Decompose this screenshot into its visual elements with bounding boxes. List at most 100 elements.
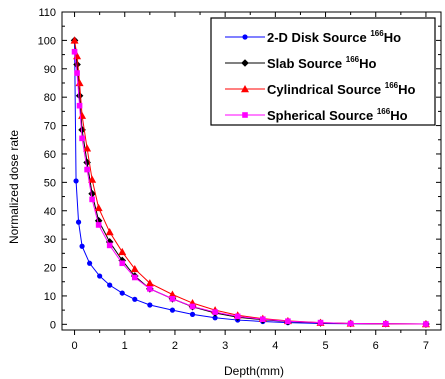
data-point (76, 102, 83, 109)
x-tick-label: 3 (222, 340, 228, 352)
data-point (168, 290, 177, 298)
legend-item: Slab Source 166Ho (225, 55, 376, 71)
data-point (70, 36, 79, 44)
legend-name: Cylindrical Source (267, 82, 385, 97)
data-point (259, 316, 266, 323)
data-point (347, 320, 354, 327)
data-point (94, 203, 103, 212)
data-point (75, 91, 84, 100)
axes: 0 10 20 30 40 50 60 70 80 90 100 110 0 1 2 3 4 5 6 7 (38, 7, 441, 352)
data-point (79, 135, 85, 142)
y-tick-label: 30 (44, 234, 56, 246)
legend-marker (241, 85, 249, 93)
data-point (119, 260, 126, 267)
data-point (75, 219, 82, 225)
y-axis-title: Normalized dose rate (7, 130, 21, 244)
legend-label: Cylindrical Source 166Ho (267, 81, 416, 97)
data-point (107, 282, 113, 288)
legend-marker (242, 34, 248, 40)
data-point (89, 196, 95, 203)
data-point (130, 264, 139, 273)
data-point (74, 70, 80, 76)
legend-isotope: Ho (384, 30, 401, 45)
legend-label: 2-D Disk Source 166Ho (267, 29, 401, 45)
series-group (70, 36, 430, 328)
x-tick-label: 7 (423, 340, 429, 352)
data-point (189, 303, 196, 310)
legend-label: Spherical Source 166Ho (267, 107, 408, 123)
legend-item: Cylindrical Source 166Ho (225, 81, 416, 97)
data-point (73, 178, 79, 184)
legend-superscript: 166 (346, 55, 360, 64)
legend-superscript: 166 (385, 81, 399, 90)
y-tick-label: 90 (44, 64, 56, 76)
legend-name: 2-D Disk Source (267, 30, 370, 45)
y-tick-label: 110 (38, 7, 56, 19)
plot-area (61, 11, 442, 331)
legend-isotope: Ho (398, 82, 415, 97)
legend-superscript: 166 (370, 29, 384, 38)
data-point (212, 315, 218, 321)
data-point (87, 260, 93, 266)
y-tick-label: 20 (44, 263, 56, 275)
data-point (119, 290, 125, 296)
data-point (106, 242, 113, 249)
y-tick-label: 40 (44, 206, 56, 218)
data-point (71, 48, 78, 55)
y-tick-label: 60 (44, 149, 56, 161)
legend-superscript: 166 (377, 107, 391, 116)
legend-name: Spherical Source (267, 108, 377, 123)
data-point (97, 273, 103, 279)
y-tick-label: 10 (44, 291, 56, 303)
data-point (84, 166, 90, 173)
series-line (74, 40, 426, 325)
data-point (147, 302, 153, 308)
y-tick-label: 70 (44, 121, 56, 133)
legend-item: Spherical Source 166Ho (225, 107, 408, 123)
data-point (145, 279, 154, 287)
x-tick-label: 4 (272, 340, 278, 352)
legend-name: Slab Source (267, 56, 346, 71)
legend-label: Slab Source 166Ho (267, 55, 376, 71)
data-point (423, 321, 429, 327)
data-point (147, 286, 153, 292)
data-point (105, 228, 114, 236)
data-point (285, 318, 291, 324)
y-tick-label: 100 (38, 35, 56, 47)
y-tick-label: 50 (44, 177, 56, 189)
data-point (317, 319, 324, 326)
data-point (78, 111, 87, 119)
legend-item: 2-D Disk Source 166Ho (225, 29, 401, 45)
series-square (71, 48, 429, 327)
x-tick-label: 1 (122, 340, 128, 352)
legend-box (210, 17, 436, 126)
x-tick-label: 6 (373, 340, 379, 352)
data-point (169, 307, 176, 313)
legend-marker (241, 59, 249, 67)
data-point (79, 243, 85, 249)
data-point (73, 60, 81, 69)
data-point (169, 295, 176, 302)
legend-marker (242, 112, 248, 118)
data-point (132, 296, 138, 302)
data-point (131, 274, 138, 281)
x-tick-label: 0 (71, 340, 77, 352)
data-point (382, 320, 389, 327)
legend-isotope: Ho (390, 108, 407, 123)
legend-isotope: Ho (359, 56, 376, 71)
data-point (189, 311, 196, 317)
data-point (234, 313, 241, 320)
data-point (118, 247, 127, 256)
plot-frame (61, 11, 442, 331)
x-axis-title: Depth(mm) (224, 364, 284, 378)
data-point (88, 189, 96, 198)
x-tick-label: 5 (322, 340, 328, 352)
data-point (75, 78, 84, 87)
y-tick-label: 80 (44, 92, 56, 104)
data-point (83, 144, 92, 152)
data-point (95, 222, 102, 228)
y-tick-label: 0 (50, 319, 56, 331)
data-point (212, 309, 218, 315)
